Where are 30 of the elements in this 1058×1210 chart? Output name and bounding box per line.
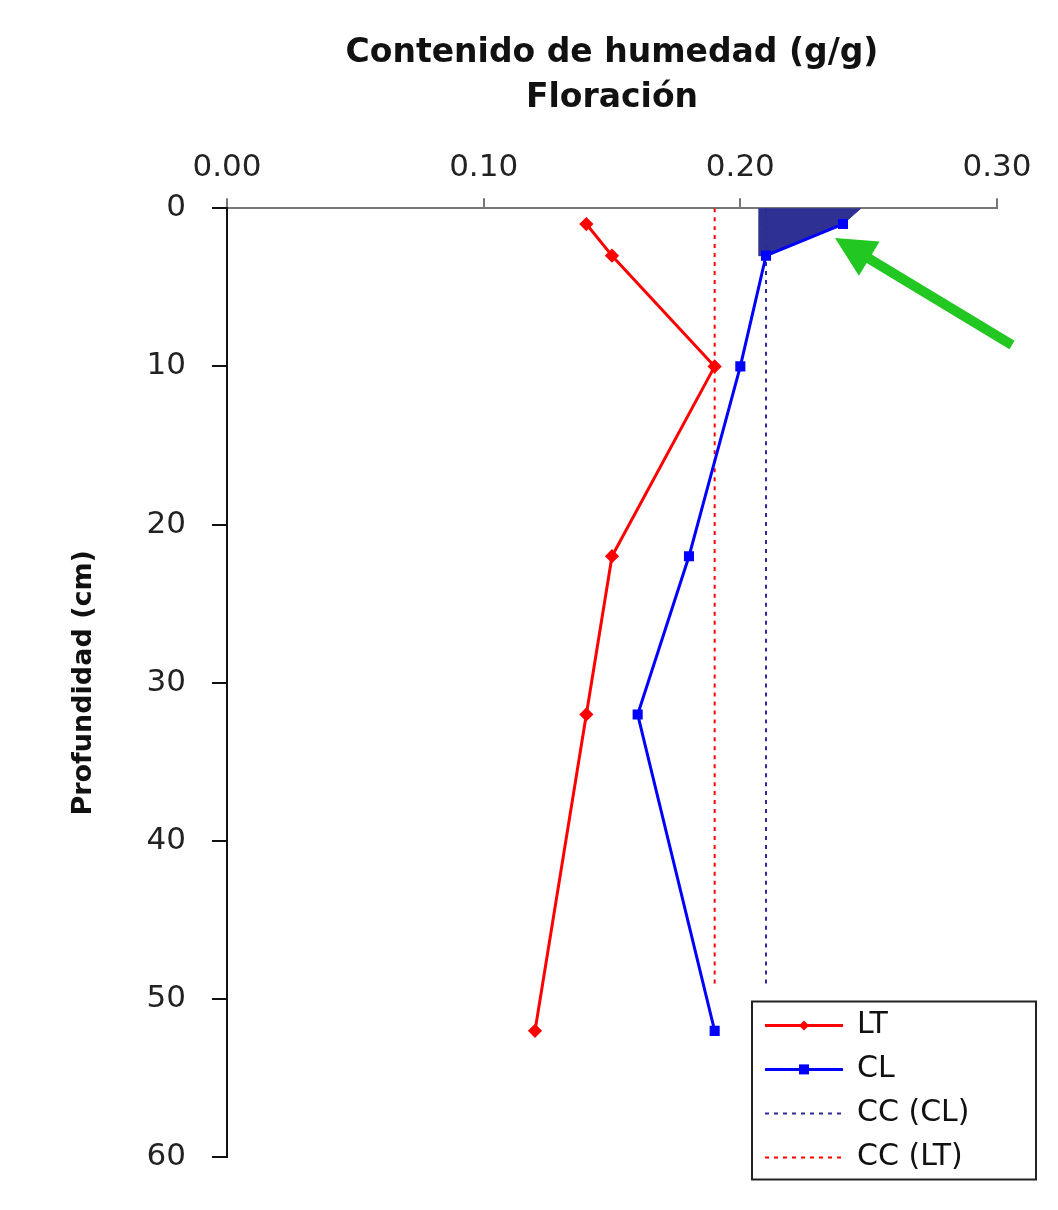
point xyxy=(708,359,722,373)
point xyxy=(579,217,593,231)
y-tick-label: 60 xyxy=(146,1136,186,1173)
chart-title: Contenido de humedad (g/g) xyxy=(345,31,879,71)
y-tick-label: 50 xyxy=(146,978,186,1015)
y-tick-label: 20 xyxy=(146,503,186,540)
x-tick-label: 0.10 xyxy=(449,146,519,183)
chart-subtitle: Floración xyxy=(525,75,699,115)
y-tick-label: 30 xyxy=(146,661,186,698)
y-axis-title: Profundidad (cm) xyxy=(66,550,98,816)
y-tick-label: 0 xyxy=(166,187,186,224)
y-tick-label: 40 xyxy=(146,820,186,857)
x-tick-label: 0.00 xyxy=(192,146,262,183)
legend-label: CC (CL) xyxy=(857,1093,970,1129)
point xyxy=(709,1025,720,1036)
legend-label: CC (LT) xyxy=(857,1137,963,1173)
point xyxy=(837,218,849,230)
point xyxy=(632,709,643,720)
point xyxy=(528,1024,542,1038)
point xyxy=(605,549,619,563)
y-tick-label: 10 xyxy=(146,345,186,382)
point xyxy=(683,551,695,562)
legend-label: CL xyxy=(857,1049,895,1085)
point xyxy=(760,250,772,261)
point xyxy=(605,249,619,263)
point xyxy=(579,707,593,721)
x-tick-label: 0.30 xyxy=(962,146,1032,183)
point xyxy=(735,361,746,372)
x-tick-label: 0.20 xyxy=(705,146,775,183)
legend-label: LT xyxy=(857,1005,889,1041)
